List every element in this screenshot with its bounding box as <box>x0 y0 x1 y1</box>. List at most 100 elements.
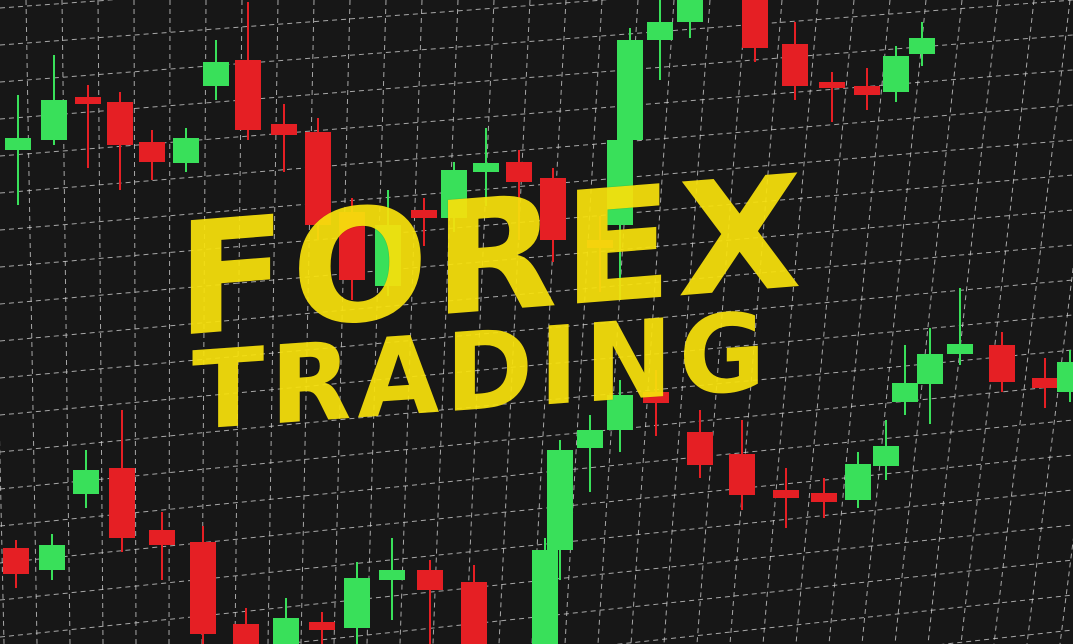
candle-body <box>305 132 331 225</box>
candle-bullish <box>647 0 673 80</box>
candle-bullish <box>73 450 99 508</box>
candle-body <box>873 446 899 466</box>
candle-bearish <box>742 0 768 62</box>
candle-bearish <box>149 512 175 580</box>
candle-bearish <box>1032 358 1058 408</box>
candle-body <box>344 578 370 628</box>
candle-body <box>379 570 405 580</box>
candle-body <box>540 178 566 240</box>
candle-bearish <box>107 92 133 190</box>
candle-body <box>339 212 365 280</box>
candle-bullish <box>173 128 199 172</box>
candle-bearish <box>506 150 532 240</box>
candle-bullish <box>947 288 973 365</box>
candle-body <box>883 56 909 92</box>
candle-bullish <box>677 0 703 38</box>
candle-body <box>417 570 443 590</box>
candle-body <box>742 0 768 48</box>
candle-body <box>811 493 837 502</box>
candle-bearish <box>819 72 845 122</box>
candle-body <box>461 582 487 644</box>
candle-body <box>547 450 573 550</box>
candle-bullish <box>203 40 229 100</box>
candle-body <box>271 124 297 135</box>
candle-bullish <box>273 598 299 644</box>
candle-bullish <box>892 345 918 415</box>
candle-bearish <box>411 198 437 246</box>
candle-bearish <box>687 410 713 478</box>
candle-bearish <box>109 410 135 552</box>
candle-bullish <box>607 380 633 452</box>
candle-body <box>587 240 613 248</box>
candle-body <box>729 454 755 495</box>
candle-body <box>845 464 871 500</box>
candle-bearish <box>305 118 331 240</box>
candle-body <box>989 345 1015 382</box>
candle-body <box>617 40 643 140</box>
candle-body <box>5 138 31 150</box>
candle-bullish <box>5 95 31 205</box>
candle-bearish <box>139 130 165 180</box>
candle-bearish <box>773 468 799 528</box>
candle-body <box>647 22 673 40</box>
candle-body <box>607 395 633 430</box>
candle-bearish <box>309 612 335 644</box>
candle-body <box>677 0 703 22</box>
candle-body <box>203 62 229 86</box>
candle-bearish <box>417 560 443 644</box>
candle-body <box>687 432 713 465</box>
candle-bullish <box>375 190 401 296</box>
candle-body <box>917 354 943 384</box>
candle-bearish <box>782 22 808 100</box>
candle-bullish <box>1057 350 1073 402</box>
candle-bullish <box>909 22 935 66</box>
candle-bearish <box>540 168 566 262</box>
candle-body <box>854 86 880 95</box>
candle-bullish <box>917 328 943 424</box>
candle-body <box>273 618 299 644</box>
candle-bearish <box>854 68 880 110</box>
candle-body <box>947 344 973 354</box>
candle-bearish <box>461 565 487 644</box>
candle-body <box>532 550 558 644</box>
candle-body <box>892 383 918 402</box>
candle-body <box>773 490 799 498</box>
candle-bearish <box>729 420 755 510</box>
candle-bearish <box>75 85 101 168</box>
candle-body <box>375 225 401 286</box>
candle-body <box>173 138 199 163</box>
candle-bearish <box>190 526 216 644</box>
candle-bearish <box>643 370 669 436</box>
candle-bearish <box>233 608 259 644</box>
candle-body <box>107 102 133 145</box>
candle-body <box>441 170 467 218</box>
candle-body <box>1057 362 1073 392</box>
candle-bearish <box>235 2 261 140</box>
candle-body <box>782 44 808 86</box>
candle-bullish <box>532 538 558 644</box>
candle-bullish <box>845 452 871 508</box>
candle-bullish <box>379 538 405 620</box>
candle-body <box>473 163 499 172</box>
candle-body <box>643 392 669 403</box>
candle-bullish <box>873 420 899 480</box>
candle-body <box>41 100 67 140</box>
candle-body <box>819 82 845 88</box>
candle-body <box>309 622 335 630</box>
candle-bullish <box>344 562 370 644</box>
candle-body <box>3 548 29 574</box>
candle-body <box>39 545 65 570</box>
candle-body <box>506 162 532 182</box>
candle-body <box>235 60 261 130</box>
candle-bullish <box>577 415 603 492</box>
candle-bearish <box>989 332 1015 392</box>
candle-bullish <box>473 128 499 206</box>
candle-bullish <box>39 534 65 580</box>
candle-body <box>233 624 259 644</box>
candle-bearish <box>339 198 365 300</box>
candle-body <box>411 210 437 218</box>
candle-bullish <box>883 46 909 102</box>
candle-body <box>73 470 99 494</box>
